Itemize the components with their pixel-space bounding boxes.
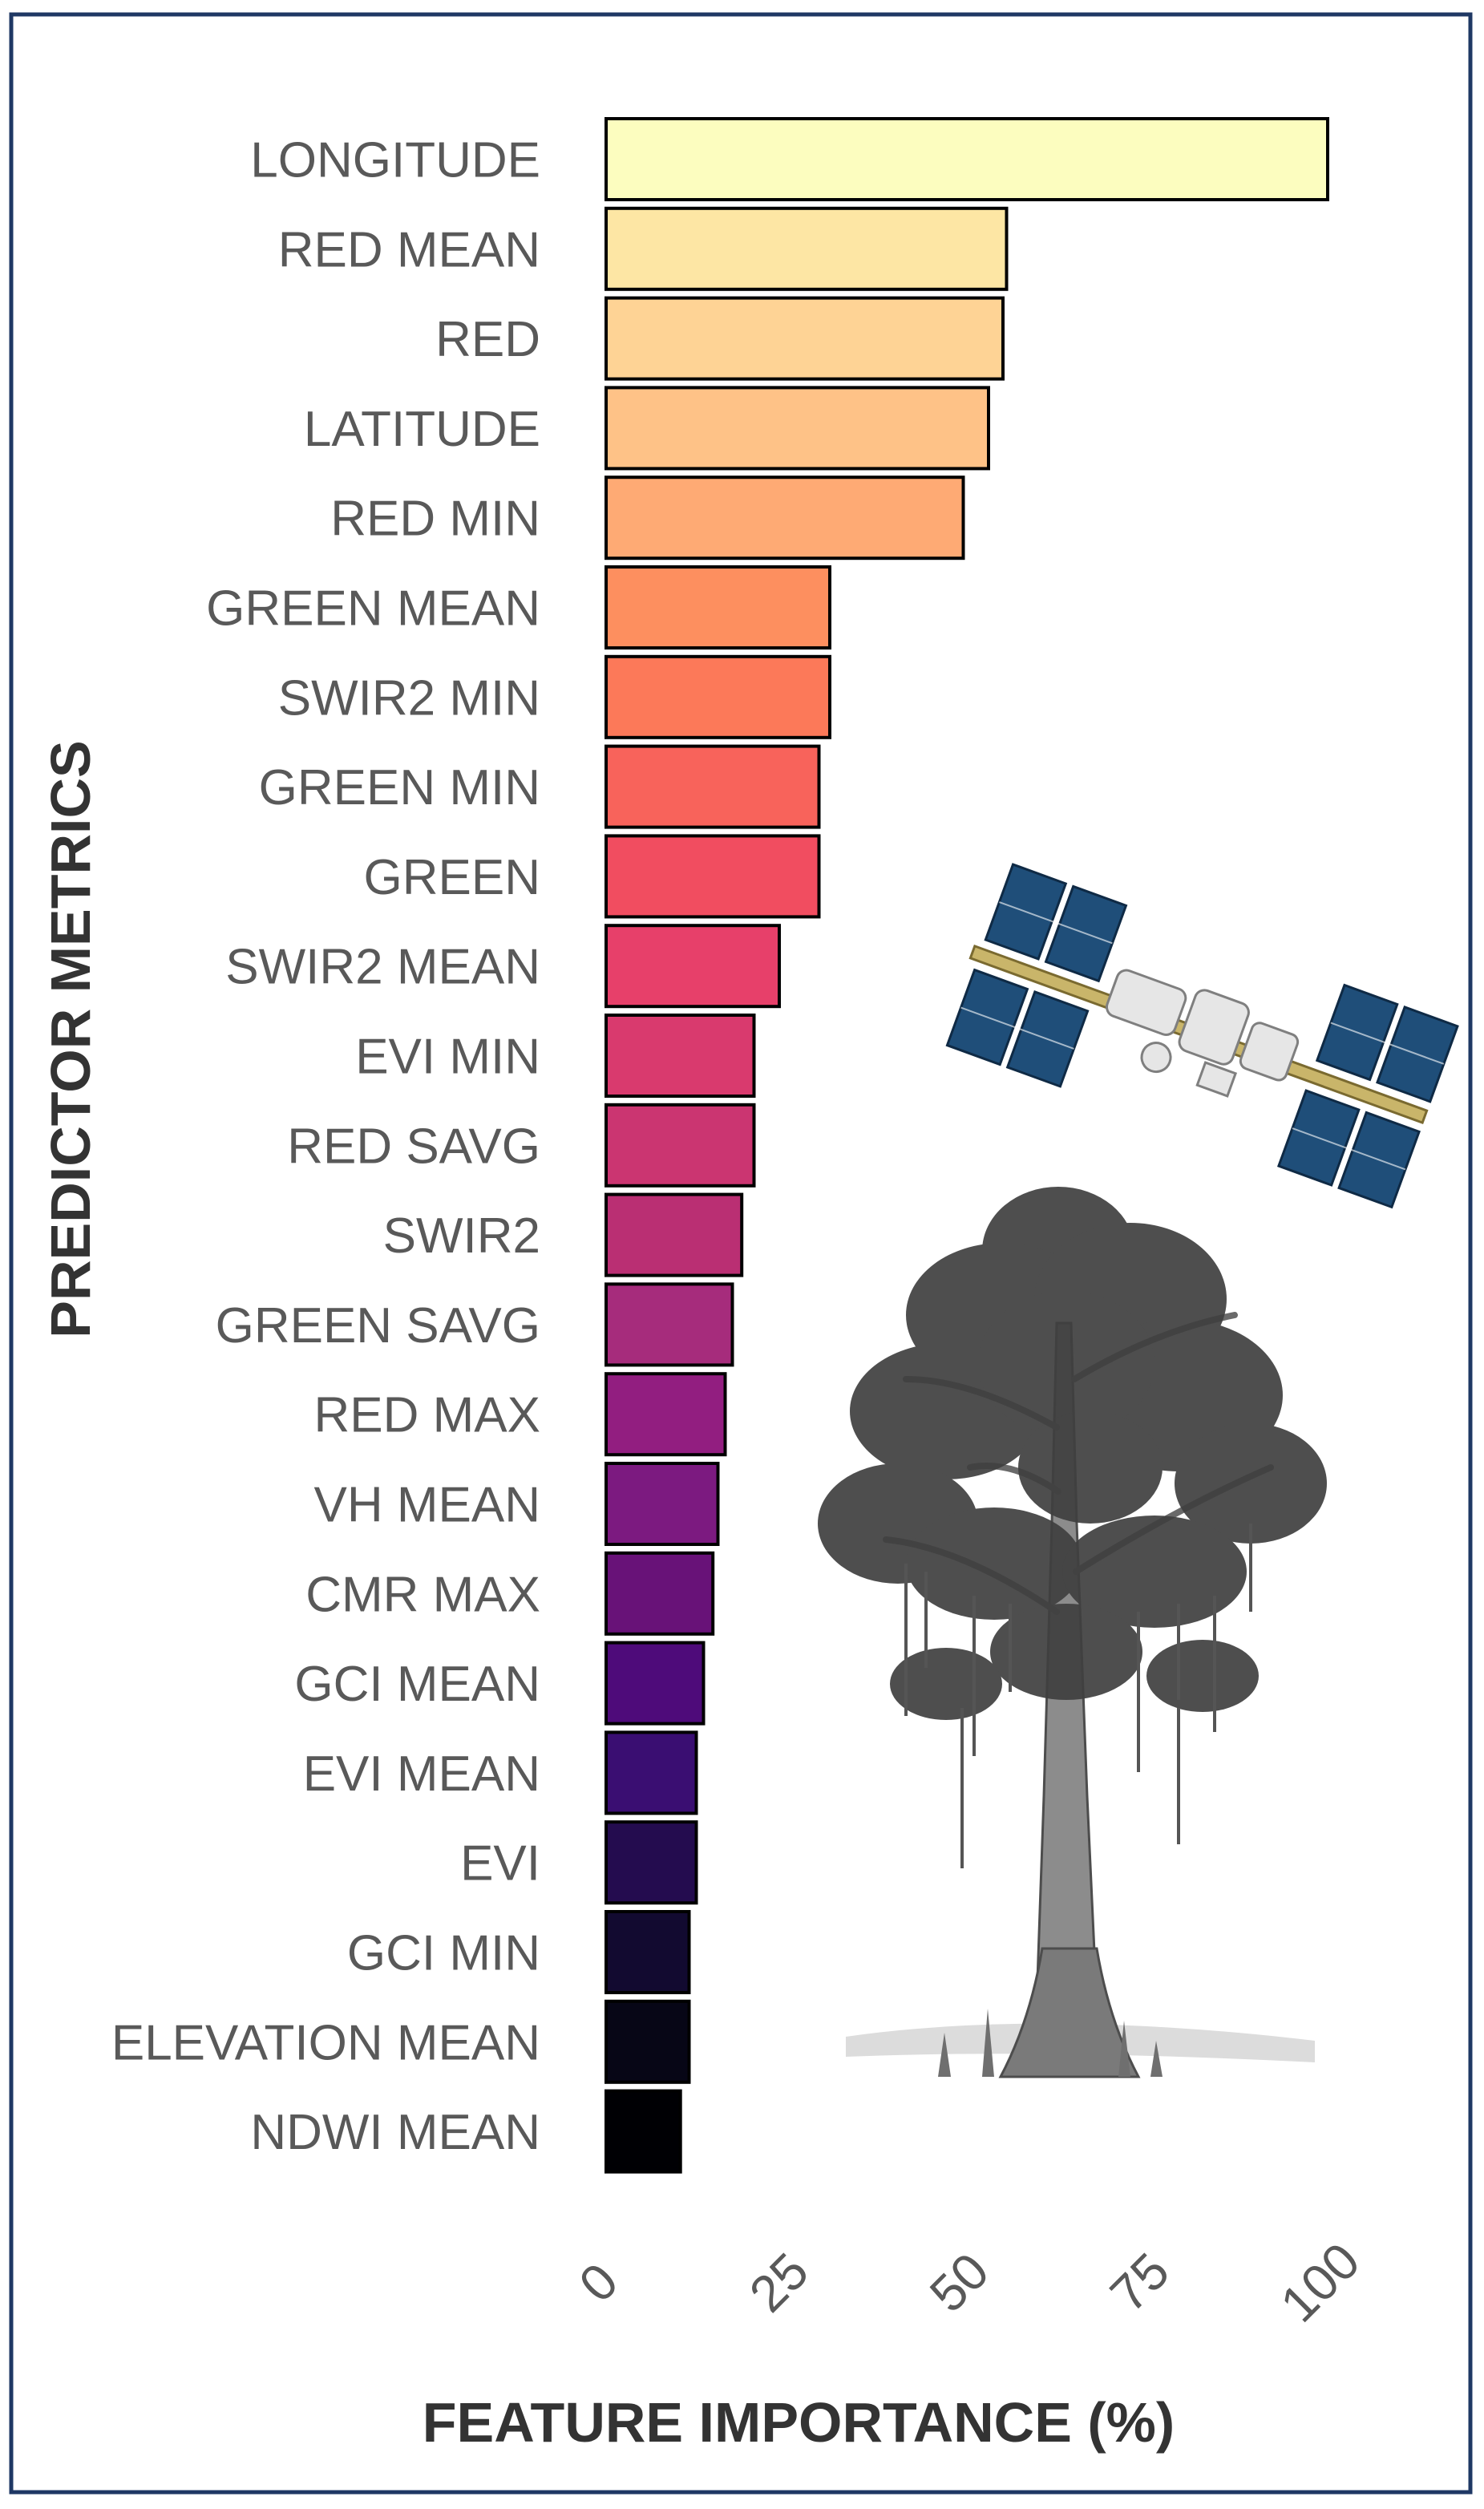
bar-green [605, 834, 821, 919]
category-label: RED MIN [330, 492, 540, 547]
category-label: RED MEAN [278, 222, 540, 277]
category-label: SWIR2 MEAN [225, 940, 540, 995]
bar-green-savg [605, 1282, 734, 1367]
category-label: EVI MEAN [303, 1746, 540, 1802]
bar-evi [605, 1820, 698, 1905]
bar-evi-mean [605, 1730, 698, 1815]
category-label: SWIR2 [383, 1208, 540, 1264]
bar-swir2 [605, 1192, 744, 1277]
bar-red-mean [605, 206, 1009, 291]
category-labels: LONGITUDE RED MEAN RED LATITUDE RED MIN GREEN… [111, 133, 540, 2161]
category-label: EVI [460, 1836, 540, 1892]
cypress-tree-illustration [818, 1187, 1327, 2078]
category-label: CMR MAX [305, 1567, 540, 1622]
bar-cmr-max [605, 1551, 715, 1636]
y-axis-title: PREDICTOR METRICS [39, 740, 102, 1337]
bar-gci-mean [605, 1641, 706, 1726]
bar-longitude [605, 117, 1329, 201]
category-label: VH MEAN [314, 1478, 540, 1533]
category-label: GCI MEAN [294, 1657, 540, 1712]
category-label: NDWI MEAN [250, 2105, 540, 2160]
x-axis-title: FEATURE IMPORTANCE (%) [423, 2391, 1175, 2454]
category-label: ELEVATION MEAN [111, 2015, 540, 2070]
bar-evi-min [605, 1014, 756, 1098]
bar-red [605, 296, 1005, 381]
bar-latitude [605, 386, 990, 471]
bar-ndwi-mean [605, 2089, 682, 2174]
bar-green-min [605, 744, 821, 829]
bar-swir2-mean [605, 924, 781, 1009]
bar-swir2-min [605, 654, 831, 739]
bar-vh-mean [605, 1462, 720, 1546]
satellite-station-illustration [945, 863, 1459, 1209]
category-label: GREEN MIN [259, 760, 540, 815]
category-label: GREEN MEAN [206, 581, 540, 637]
category-label: LONGITUDE [250, 133, 540, 188]
category-label: GCI MIN [347, 1926, 540, 1981]
category-label: GREEN [364, 850, 540, 905]
bar-gci-min [605, 1910, 691, 1994]
bars-layer [605, 117, 1329, 2174]
bar-green-mean [605, 565, 831, 650]
category-label: RED [435, 312, 540, 367]
bar-red-savg [605, 1103, 756, 1188]
bar-red-max [605, 1372, 727, 1457]
category-label: EVI MIN [355, 1030, 540, 1085]
bar-red-min [605, 475, 965, 560]
category-label: RED MAX [314, 1388, 540, 1443]
bar-elevation-mean [605, 1999, 691, 2084]
category-label: SWIR2 MIN [278, 670, 540, 726]
category-label: GREEN SAVG [216, 1298, 540, 1354]
category-label: RED SAVG [287, 1119, 540, 1174]
category-label: LATITUDE [304, 402, 540, 457]
